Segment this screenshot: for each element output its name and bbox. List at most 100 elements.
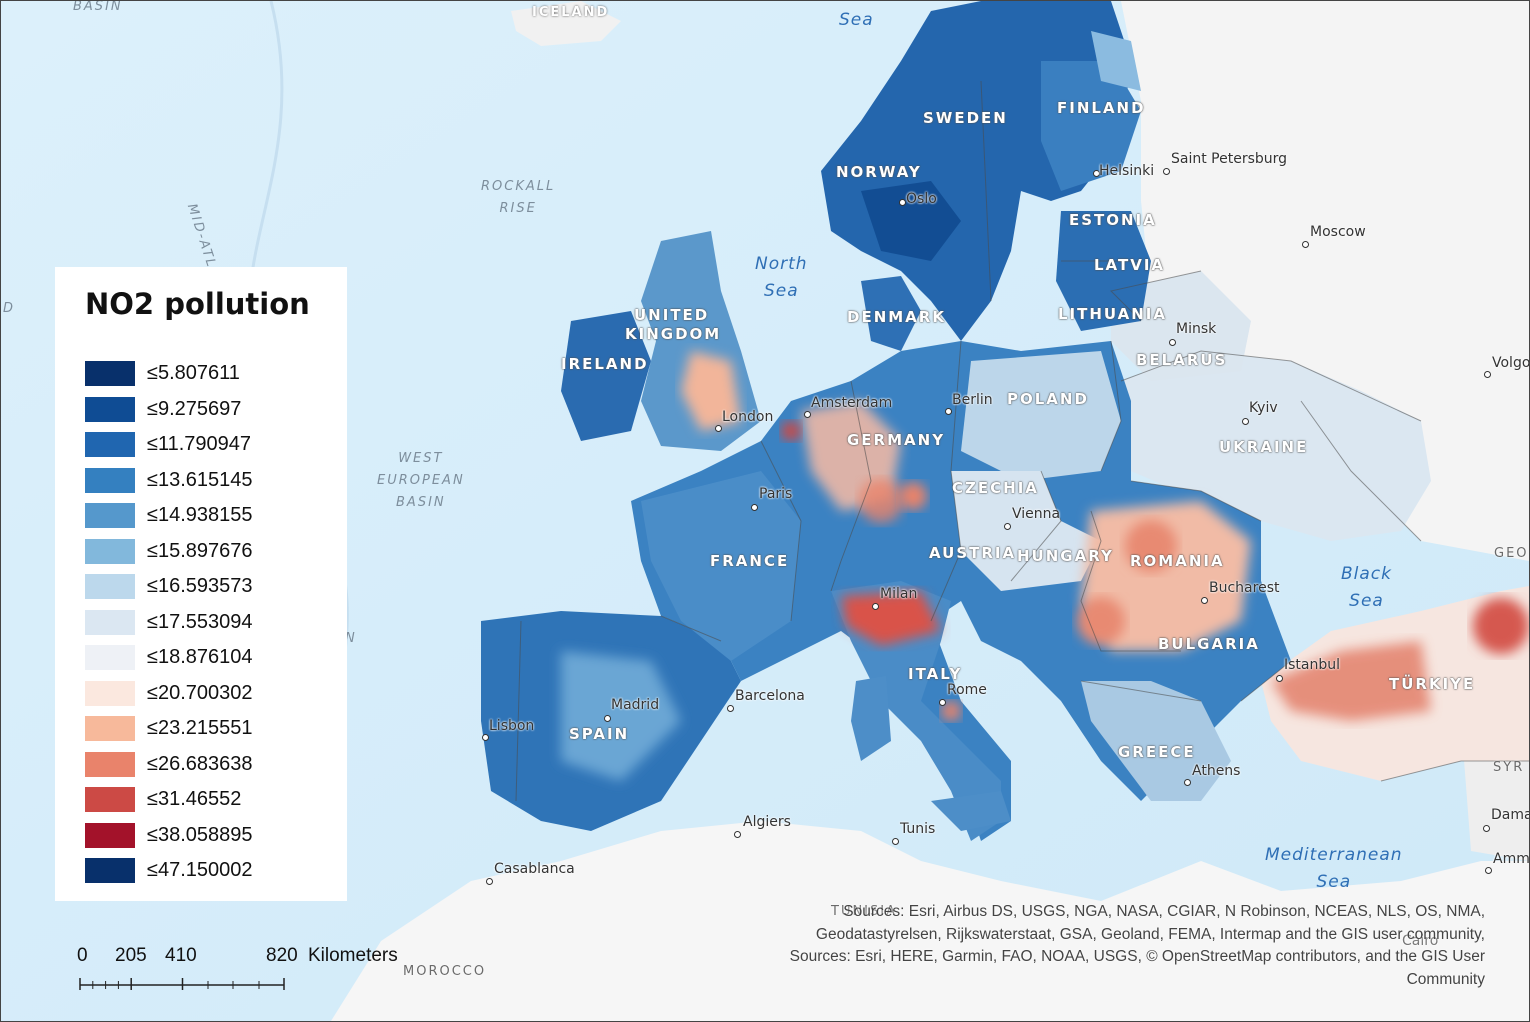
city-marker[interactable] (1093, 170, 1100, 177)
country-label-denmark: DENMARK (847, 308, 946, 326)
country-label-austria: AUSTRIA (929, 544, 1017, 562)
country-label-tunisia: TUNISIA (831, 904, 897, 919)
city-marker[interactable] (1483, 825, 1490, 832)
legend-label: ≤38.058895 (147, 823, 253, 846)
legend-swatch (85, 787, 135, 812)
sardinia-corsica (851, 676, 891, 761)
country-label-finland: FINLAND (1057, 99, 1146, 117)
city-marker[interactable] (939, 699, 946, 706)
country-borders (515, 80, 1529, 802)
city-marker[interactable] (1184, 779, 1191, 786)
country-label-italy: ITALY (908, 665, 963, 683)
city-marker[interactable] (1169, 339, 1176, 346)
country-label-norway: NORWAY (836, 163, 922, 181)
iceland-land (511, 1, 621, 46)
legend-label: ≤23.215551 (147, 717, 253, 739)
country-label-sweden: SWEDEN (923, 109, 1008, 127)
legend-swatch (85, 609, 135, 635)
city-marker[interactable] (486, 878, 493, 885)
denmark-land (861, 276, 921, 351)
edge-fragment-mid: N (345, 631, 357, 646)
legend-label: ≤20.700302 (147, 681, 253, 704)
legend-swatch (85, 858, 135, 883)
legend-label: ≤18.876104 (147, 646, 253, 668)
country-label-ireland: IRELAND (561, 355, 649, 373)
city-label-oslo: Oslo (906, 191, 937, 207)
scale-tick-820: 820 (266, 945, 298, 966)
country-label-czechia: CZECHIA (952, 479, 1039, 497)
attribution-line-3: Sources: Esri, HERE, Garmin, FAO, NOAA, … (789, 948, 1485, 965)
legend-swatch (85, 467, 135, 493)
legend-swatch (85, 574, 135, 599)
legend-swatch (85, 822, 135, 848)
city-label-moscow: Moscow (1310, 224, 1366, 240)
city-marker[interactable] (945, 408, 952, 415)
country-label-turkiye: TÜRKIYE (1389, 675, 1476, 693)
russia-land (1121, 1, 1529, 561)
city-marker[interactable] (899, 199, 906, 206)
city-marker[interactable] (1163, 168, 1170, 175)
legend-title: NO2 pollution (85, 287, 310, 321)
city-label-amsterdam: Amsterdam (811, 395, 893, 411)
city-label-volgo: Volgo (1492, 355, 1530, 371)
country-label-ukraine: UKRAINE (1219, 438, 1309, 456)
legend-swatch (85, 538, 135, 564)
city-label-saint-petersburg: Saint Petersburg (1171, 151, 1288, 167)
legend-swatch (85, 716, 135, 741)
country-label-germany: GERMANY (847, 431, 946, 449)
city-marker[interactable] (1004, 523, 1011, 530)
sea-label-black-sea: Black Sea (1341, 564, 1392, 611)
city-marker[interactable] (751, 504, 758, 511)
north-africa-land (331, 821, 1529, 1021)
city-marker[interactable] (734, 831, 741, 838)
city-marker[interactable] (1242, 418, 1249, 425)
city-marker[interactable] (1302, 241, 1309, 248)
city-label-casablanca: Casablanca (494, 861, 575, 877)
city-marker[interactable] (804, 411, 811, 418)
sicily (931, 791, 1011, 831)
legend-label: ≤15.897676 (147, 539, 253, 562)
country-label-spain: SPAIN (569, 725, 630, 743)
country-label-romania: ROMANIA (1130, 552, 1225, 570)
city-label-algiers: Algiers (743, 814, 791, 830)
ireland-land (561, 311, 651, 441)
sea-label-north-sea: North Sea (755, 254, 808, 301)
city-label-athens: Athens (1192, 763, 1241, 779)
city-marker[interactable] (727, 705, 734, 712)
legend-label: ≤17.553094 (147, 610, 253, 633)
city-marker[interactable] (715, 425, 722, 432)
city-label-milan: Milan (880, 586, 918, 602)
city-label-paris: Paris (759, 486, 793, 502)
city-label-rome: Rome (947, 682, 987, 698)
seabed-label-west-european-basin: WEST EUROPEAN BASIN (377, 451, 465, 510)
country-label-latvia: LATVIA (1094, 256, 1166, 274)
city-marker[interactable] (872, 603, 879, 610)
attribution-line-2: Geodatastyrelsen, Rijkswaterstaat, GSA, … (815, 925, 1485, 943)
city-label-tunis: Tunis (900, 821, 936, 837)
city-marker[interactable] (482, 734, 489, 741)
country-label-kingdom: KINGDOM (625, 325, 722, 343)
city-marker[interactable] (604, 715, 611, 722)
city-marker[interactable] (1276, 675, 1283, 682)
city-marker[interactable] (1201, 597, 1208, 604)
attribution: Sources: Esri, Airbus DS, USGS, NGA, NAS… (765, 901, 1485, 991)
city-label-helsinki: Helsinki (1099, 163, 1155, 179)
city-marker[interactable] (1485, 867, 1492, 874)
legend-label: ≤47.150002 (147, 859, 253, 881)
scale-bar-ruler (79, 978, 285, 990)
legend-label: ≤14.938155 (147, 504, 253, 526)
city-marker[interactable] (1484, 371, 1491, 378)
country-label-poland: POLAND (1007, 390, 1089, 408)
scale-tick-0: 0 (77, 945, 88, 966)
legend-label: ≤5.807611 (147, 362, 240, 384)
city-marker[interactable] (892, 838, 899, 845)
legend-swatch (85, 432, 135, 457)
city-label-dama: Dama (1491, 807, 1530, 823)
city-label-lisbon: Lisbon (489, 718, 535, 734)
country-label-greece: GREECE (1118, 743, 1196, 761)
country-label-morocco: MOROCCO (403, 964, 487, 979)
legend-label: ≤26.683638 (147, 752, 253, 775)
country-label-geo: GEO (1494, 546, 1529, 561)
seabed-label-rockall-rise: ROCKALL RISE (481, 179, 556, 216)
